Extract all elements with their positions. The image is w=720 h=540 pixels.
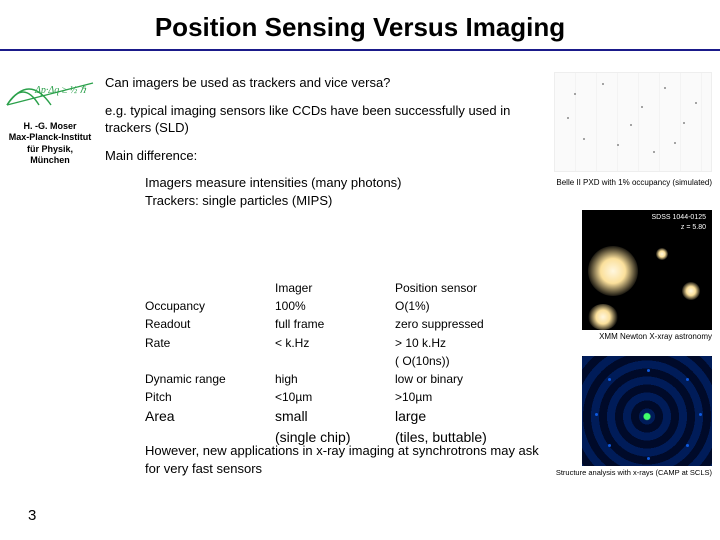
table-row: ( O(10ns))	[145, 353, 575, 369]
institute-line1: Max-Planck-Institut	[0, 132, 100, 143]
fig2-label2: z = 5.80	[681, 224, 706, 231]
table-header-blank	[145, 280, 275, 296]
institute-line2: für Physik,	[0, 144, 100, 155]
title-rule	[0, 49, 720, 51]
main-text: Can imagers be used as trackers and vice…	[105, 74, 545, 219]
table-cell-position: O(1%)	[395, 298, 565, 314]
author-name: H. -G. Moser	[0, 121, 100, 132]
question: Can imagers be used as trackers and vice…	[105, 74, 545, 92]
figure-camp	[582, 356, 712, 466]
table-row: Occupancy100%O(1%)	[145, 298, 575, 314]
table-cell-position: large	[395, 407, 565, 426]
table-cell-position: zero suppressed	[395, 316, 565, 332]
table-row: Rate< k.Hz> 10 k.Hz	[145, 335, 575, 351]
table-cell-imager: 100%	[275, 298, 395, 314]
comparison-table: Imager Position sensor Occupancy100%O(1%…	[145, 280, 575, 449]
table-cell-imager: < k.Hz	[275, 335, 395, 351]
table-cell-imager: small	[275, 407, 395, 426]
page-number: 3	[28, 507, 36, 524]
caption-camp: Structure analysis with x-rays (CAMP at …	[532, 468, 712, 477]
table-row: Readoutfull framezero suppressed	[145, 316, 575, 332]
table-cell-label: Rate	[145, 335, 275, 351]
table-cell-label	[145, 353, 275, 369]
table-cell-label: Dynamic range	[145, 371, 275, 387]
closing-remark: However, new applications in x-ray imagi…	[145, 442, 545, 477]
table-cell-position: low or binary	[395, 371, 565, 387]
svg-text:Δp·Δq ≥ ½ ℏ: Δp·Δq ≥ ½ ℏ	[34, 85, 87, 96]
sidebar: Δp·Δq ≥ ½ ℏ H. -G. Moser Max-Planck-Inst…	[0, 75, 100, 166]
table-cell-imager: high	[275, 371, 395, 387]
table-cell-position: ( O(10ns))	[395, 353, 565, 369]
table-row: Areasmalllarge	[145, 407, 575, 426]
figure-pxd	[554, 72, 712, 172]
caption-xmm: XMM Newton X-xray astronomy	[532, 332, 712, 341]
table-row: Pitch<10µm>10µm	[145, 389, 575, 405]
slide-title: Position Sensing Versus Imaging	[0, 0, 720, 49]
caption-pxd: Belle II PXD with 1% occupancy (simulate…	[532, 178, 712, 187]
para-ccd: e.g. typical imaging sensors like CCDs h…	[105, 102, 545, 137]
table-row: Dynamic rangehighlow or binary	[145, 371, 575, 387]
logo: Δp·Δq ≥ ½ ℏ	[5, 75, 95, 111]
figure-xmm: SDSS 1044-0125 z = 5.80	[582, 210, 712, 330]
table-cell-label: Pitch	[145, 389, 275, 405]
diff-imagers: Imagers measure intensities (many photon…	[145, 174, 545, 192]
table-cell-label: Readout	[145, 316, 275, 332]
table-cell-imager: <10µm	[275, 389, 395, 405]
table-header-imager: Imager	[275, 280, 395, 296]
institute-line3: München	[0, 155, 100, 166]
table-cell-imager	[275, 353, 395, 369]
para-diff: Main difference:	[105, 147, 545, 165]
table-cell-position: >10µm	[395, 389, 565, 405]
diff-trackers: Trackers: single particles (MIPS)	[145, 192, 545, 210]
table-cell-label: Occupancy	[145, 298, 275, 314]
table-cell-label: Area	[145, 407, 275, 426]
fig2-label1: SDSS 1044-0125	[652, 214, 706, 221]
table-header-position: Position sensor	[395, 280, 565, 296]
table-cell-imager: full frame	[275, 316, 395, 332]
